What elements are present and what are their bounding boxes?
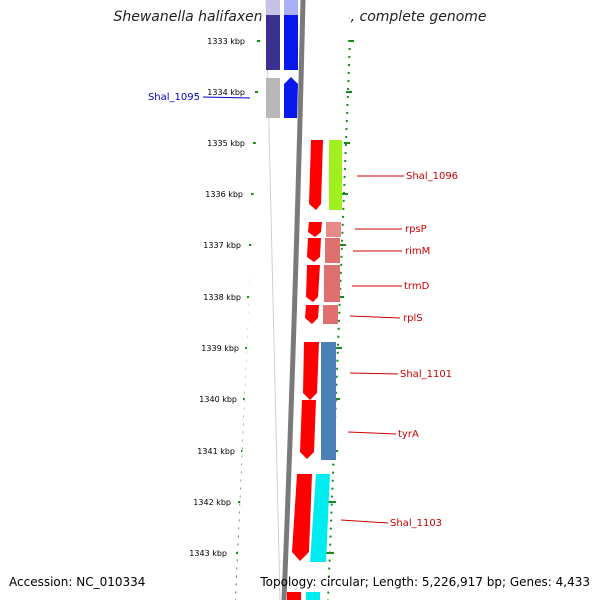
- label-line-shal1103: [340, 519, 389, 524]
- gene-red-tyrA: [300, 400, 316, 459]
- gene-red-shal1103: [292, 474, 312, 561]
- gene-pink-trmD: [324, 265, 340, 302]
- gene-pink-rpsP: [326, 222, 341, 237]
- gene-cyan-shal1103: [310, 474, 330, 562]
- gene-blue-arrow: [284, 77, 298, 118]
- tick-label: 1343 kbp: [189, 549, 227, 558]
- gene-red-rplS: [305, 305, 319, 324]
- label-line-shal1101: [349, 372, 399, 375]
- gene-purple-top-fade: [266, 0, 280, 15]
- label-rimM: rimM: [405, 246, 430, 257]
- gene-red-bottom: [287, 592, 301, 600]
- tick-label: 1338 kbp: [203, 293, 241, 302]
- gene-gray-shal1095: [266, 78, 280, 118]
- genome-summary: Topology: circular; Length: 5,226,917 bp…: [260, 575, 590, 589]
- gene-blue-top: [284, 0, 298, 70]
- right-ruler: [327, 39, 351, 600]
- tick-label: 1337 kbp: [203, 241, 241, 250]
- label-shal1103: Shal_1103: [390, 518, 442, 529]
- gene-purple-top: [266, 0, 280, 70]
- tick-label: 1340 kbp: [199, 395, 237, 404]
- tick-label: 1336 kbp: [205, 190, 243, 199]
- tick-label: 1339 kbp: [201, 344, 239, 353]
- accession-text: Accession: NC_010334: [9, 575, 146, 589]
- label-line-rplS: [349, 315, 401, 319]
- gene-red-shal1096: [309, 140, 323, 210]
- gene-blue-shal1101: [321, 342, 336, 460]
- tick-label: 1333 kbp: [207, 37, 245, 46]
- label-tyrA: tyrA: [398, 429, 419, 440]
- gene-blue-top-fade: [284, 0, 298, 15]
- tick-label: 1334 kbp: [207, 88, 245, 97]
- gene-green-shal1096: [329, 140, 342, 210]
- label-rplS: rplS: [403, 313, 423, 324]
- label-shal1096: Shal_1096: [406, 171, 458, 182]
- gene-pink-rplS: [323, 305, 338, 324]
- gene-red-rpsP: [308, 222, 322, 237]
- gene-red-trmD: [306, 265, 320, 302]
- tick-label: 1342 kbp: [193, 498, 231, 507]
- tick-label: 1341 kbp: [197, 447, 235, 456]
- gene-red-rimM: [307, 238, 321, 262]
- label-line-shal1095: [202, 96, 251, 99]
- label-shal1095: Shal_1095: [148, 92, 200, 103]
- tick-label: 1335 kbp: [207, 139, 245, 148]
- gene-red-shal1101: [303, 342, 319, 400]
- backbone-line: [281, 0, 306, 600]
- label-line-tyrA: [347, 431, 397, 435]
- gene-pink-rimM: [325, 238, 340, 263]
- label-trmD: trmD: [404, 281, 430, 292]
- label-rpsP: rpsP: [405, 224, 427, 235]
- gene-cyan-bottom: [306, 592, 320, 600]
- label-shal1101: Shal_1101: [400, 369, 452, 380]
